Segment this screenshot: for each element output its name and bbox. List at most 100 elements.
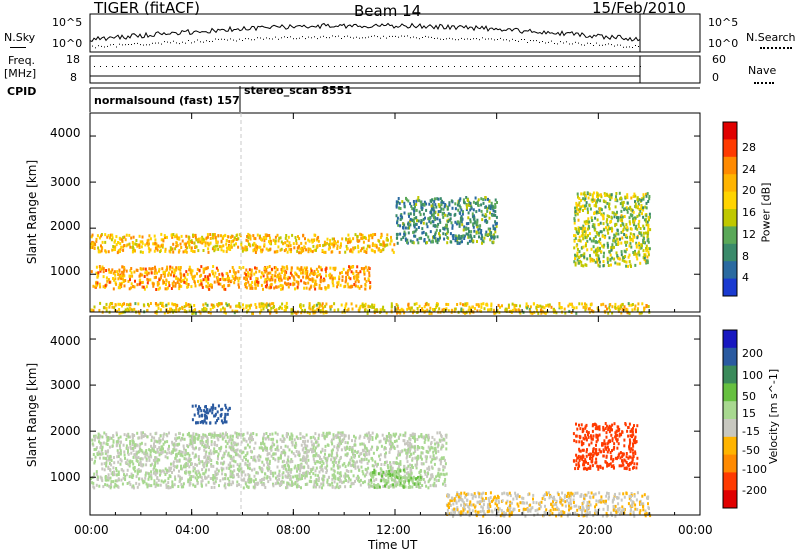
velocity-cell	[264, 472, 266, 476]
velocity-cell	[108, 458, 111, 462]
power-cell	[647, 229, 650, 233]
power-cell	[119, 242, 122, 246]
velocity-cell	[101, 467, 104, 471]
velocity-cell	[319, 461, 322, 464]
power-cell	[422, 309, 424, 313]
velocity-cell	[225, 449, 228, 453]
power-cell	[628, 303, 631, 307]
velocity-cell	[140, 449, 143, 452]
power-cell	[492, 209, 495, 213]
power-cell	[132, 242, 135, 245]
velocity-cell	[157, 483, 160, 487]
velocity-cell	[438, 458, 441, 462]
velocity-cell	[312, 466, 315, 470]
velocity-cell	[105, 461, 108, 465]
power-cell	[295, 239, 298, 242]
velocity-cell	[258, 454, 261, 458]
power-cell	[529, 309, 532, 313]
power-cell	[95, 237, 98, 241]
power-cell	[120, 245, 123, 249]
power-cell	[599, 241, 602, 245]
power-cell	[131, 274, 134, 278]
power-cell	[316, 275, 319, 279]
power-cell	[106, 235, 109, 239]
velocity-cell	[152, 467, 155, 471]
power-cell	[396, 311, 399, 315]
power-cell	[400, 307, 403, 311]
power-cell	[206, 303, 209, 307]
power-cell	[637, 250, 640, 254]
power-cell	[123, 267, 126, 271]
power-cell	[436, 197, 439, 201]
power-cell	[583, 252, 586, 256]
nave-dot	[610, 66, 611, 67]
velocity-cell	[194, 462, 197, 466]
power-cell	[293, 282, 296, 286]
power-cell	[352, 247, 355, 251]
velocity-cell	[218, 484, 220, 488]
power-cell	[177, 266, 180, 270]
power-cell	[431, 239, 434, 243]
power-cell	[587, 217, 590, 221]
power-cell	[313, 248, 316, 252]
velocity-cell	[173, 483, 176, 487]
power-cell	[626, 210, 629, 214]
velocity-cell	[274, 452, 277, 456]
nsearch-dot	[359, 37, 360, 39]
power-cell	[251, 280, 254, 284]
power-cell	[621, 205, 624, 209]
velocity-cell	[149, 453, 152, 457]
velocity-cell	[340, 448, 343, 452]
velocity-cell	[338, 480, 341, 484]
power-cell	[614, 261, 617, 265]
velocity-cell	[389, 437, 392, 441]
power-cell	[263, 266, 266, 270]
power-cell	[476, 218, 479, 222]
velocity-cell	[192, 432, 195, 436]
power-cell	[206, 235, 209, 239]
velocity-cell	[118, 444, 121, 448]
power-cell	[357, 239, 360, 243]
power-cell	[592, 239, 595, 243]
velocity-cell	[247, 466, 249, 470]
power-cell	[139, 267, 142, 271]
power-cell	[231, 266, 234, 269]
velocity-cell	[187, 480, 190, 484]
velocity-cell	[368, 440, 371, 444]
power-cell	[320, 287, 323, 291]
velocity-cell	[405, 451, 408, 455]
nsearch-dot	[182, 41, 183, 43]
power-cell	[631, 239, 634, 243]
power-cell	[284, 241, 287, 245]
power-cell	[266, 273, 269, 277]
power-cell	[133, 285, 136, 289]
power-cell	[416, 238, 419, 242]
power-cell	[425, 208, 428, 212]
power-cell	[420, 206, 423, 210]
power-cell	[598, 257, 601, 261]
power-cell	[609, 227, 612, 231]
nsearch-dot	[365, 37, 366, 39]
velocity-cell	[189, 458, 192, 461]
power-cell	[635, 241, 638, 245]
velocity-cell	[244, 454, 247, 458]
power-cell	[480, 197, 483, 201]
velocity-cell	[290, 450, 293, 454]
power-cell	[189, 305, 192, 309]
power-cell	[144, 271, 147, 275]
power-cell	[190, 246, 193, 250]
nsearch-dot	[410, 37, 411, 39]
velocity-cell	[249, 440, 252, 444]
velocity-cell	[228, 481, 231, 485]
power-cell	[281, 302, 284, 306]
power-cell	[472, 208, 475, 212]
velocity-cell	[189, 477, 192, 481]
power-cell	[185, 242, 188, 246]
power-cell	[490, 231, 493, 235]
velocity-cell	[144, 473, 147, 477]
velocity-cell	[229, 475, 232, 479]
power-cell	[614, 234, 617, 238]
power-cell	[202, 240, 205, 244]
power-cell	[632, 210, 635, 214]
velocity-cell	[145, 482, 148, 486]
